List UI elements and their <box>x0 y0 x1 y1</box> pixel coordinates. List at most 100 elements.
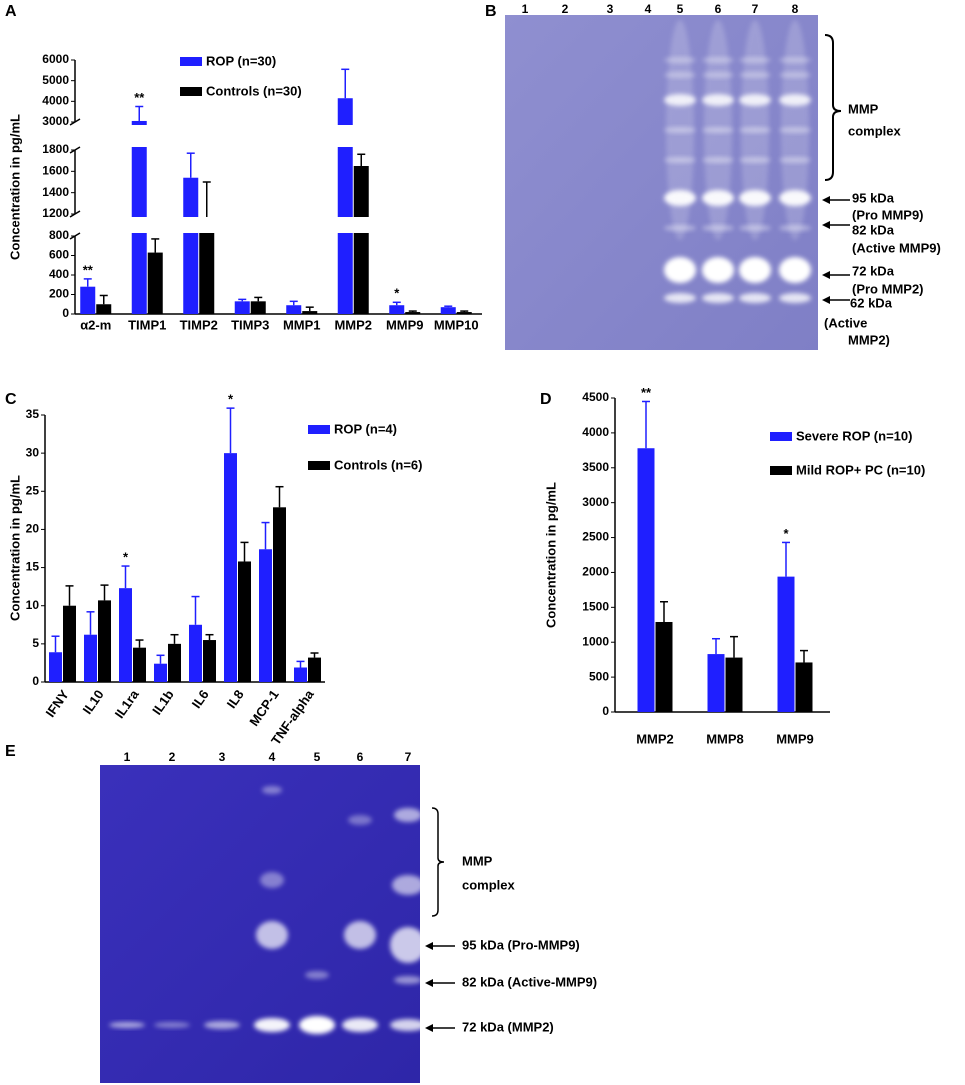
bar <box>96 304 112 314</box>
y-tick-label: 3000 <box>582 495 609 509</box>
legend-label: Controls (n=6) <box>334 457 422 472</box>
break-mark <box>69 232 81 240</box>
lane-number: 5 <box>677 2 684 16</box>
y-tick-label: 4500 <box>582 390 609 404</box>
lane-number: 1 <box>124 750 131 764</box>
legend-label: Severe ROP (n=10) <box>796 428 912 443</box>
bar <box>154 663 167 682</box>
bar <box>308 657 321 682</box>
gel-band <box>664 293 696 303</box>
significance: * <box>228 392 234 407</box>
gel-band <box>109 1022 145 1028</box>
bar <box>707 654 725 712</box>
bar <box>286 305 302 314</box>
y-tick-label: 4000 <box>42 94 69 108</box>
x-tick-label: IL10 <box>80 687 107 717</box>
y-tick-label: 6000 <box>42 52 69 66</box>
gel-b <box>505 15 818 350</box>
legend-label: Mild ROP+ PC (n=10) <box>796 462 925 477</box>
band-label: 72 kDa (MMP2) <box>462 1019 554 1034</box>
lane-number: 8 <box>792 2 799 16</box>
y-tick-label: 400 <box>49 267 69 281</box>
y-tick-label: 20 <box>26 522 40 536</box>
bar <box>168 643 181 682</box>
band-label: MMP2) <box>848 332 890 347</box>
gel-band <box>390 1019 426 1031</box>
bar <box>133 647 146 682</box>
legend-label: ROP (n=4) <box>334 421 397 436</box>
x-tick-label: MMP2 <box>334 317 372 332</box>
y-axis-label: Concentration in pg/mL <box>7 475 22 621</box>
arrow-head <box>822 196 830 204</box>
y-tick-label: 800 <box>49 228 69 242</box>
y-tick-label: 5000 <box>42 73 69 87</box>
gel-e <box>100 765 420 1083</box>
significance: ** <box>134 90 145 105</box>
legend-label: Controls (n=30) <box>206 83 302 98</box>
gel-band <box>260 872 284 888</box>
x-tick-label: IL1ra <box>112 686 143 721</box>
y-tick-label: 0 <box>32 674 39 688</box>
y-tick-label: 0 <box>602 704 609 718</box>
bar <box>725 657 743 712</box>
lane-number: 3 <box>219 750 226 764</box>
x-tick-label: TIMP2 <box>180 317 218 332</box>
arrow-head <box>425 979 433 987</box>
lane-number: 2 <box>562 2 569 16</box>
legend-label: ROP (n=30) <box>206 53 276 68</box>
band-label: 72 kDa <box>852 263 895 278</box>
band-label: 82 kDa (Active-MMP9) <box>462 974 597 989</box>
bar <box>456 312 472 314</box>
legend-swatch <box>770 466 792 475</box>
band-label: (Active <box>824 315 867 330</box>
legend-swatch <box>308 425 330 434</box>
axis-break <box>76 125 483 147</box>
gel-band <box>348 815 372 825</box>
lane-number: 7 <box>405 750 412 764</box>
y-tick-label: 5 <box>32 636 39 650</box>
x-tick-label: IL1b <box>149 687 177 718</box>
y-tick-label: 2500 <box>582 530 609 544</box>
x-tick-label: MMP2 <box>636 731 674 746</box>
band-label: (Active MMP9) <box>852 240 941 255</box>
bar <box>353 166 369 314</box>
y-tick-label: 1500 <box>582 600 609 614</box>
y-tick-label: 3500 <box>582 460 609 474</box>
y-tick-label: 1200 <box>42 206 69 220</box>
x-tick-label: MMP10 <box>434 317 479 332</box>
lane-number: 5 <box>314 750 321 764</box>
significance: ** <box>641 385 652 400</box>
arrow-head <box>425 1024 433 1032</box>
gel-band <box>305 971 329 979</box>
gel-band <box>256 921 288 949</box>
significance: * <box>394 286 400 301</box>
bar <box>440 307 456 314</box>
gel-band <box>739 293 771 303</box>
bar <box>637 448 655 712</box>
x-tick-label: MMP9 <box>386 317 424 332</box>
gel-band <box>702 293 734 303</box>
bar <box>777 576 795 712</box>
y-tick-label: 200 <box>49 287 69 301</box>
legend-swatch <box>180 87 202 96</box>
lane-number: 6 <box>715 2 722 16</box>
axis-break <box>76 217 483 233</box>
gel-band <box>394 976 422 984</box>
bar <box>84 634 97 682</box>
y-tick-label: 15 <box>26 560 40 574</box>
bar <box>98 600 111 682</box>
y-tick-label: 1600 <box>42 164 69 178</box>
arrow-head <box>822 296 830 304</box>
gel-band <box>704 20 732 240</box>
lane-number: 1 <box>522 2 529 16</box>
legend-swatch <box>770 432 792 441</box>
arrow-head <box>425 942 433 950</box>
x-tick-label: TIMP1 <box>128 317 166 332</box>
y-tick-label: 2000 <box>582 565 609 579</box>
y-tick-label: 25 <box>26 483 40 497</box>
gel-band <box>204 1021 240 1029</box>
bar <box>49 652 62 682</box>
x-tick-label: IL6 <box>189 687 212 711</box>
y-tick-label: 1000 <box>582 634 609 648</box>
